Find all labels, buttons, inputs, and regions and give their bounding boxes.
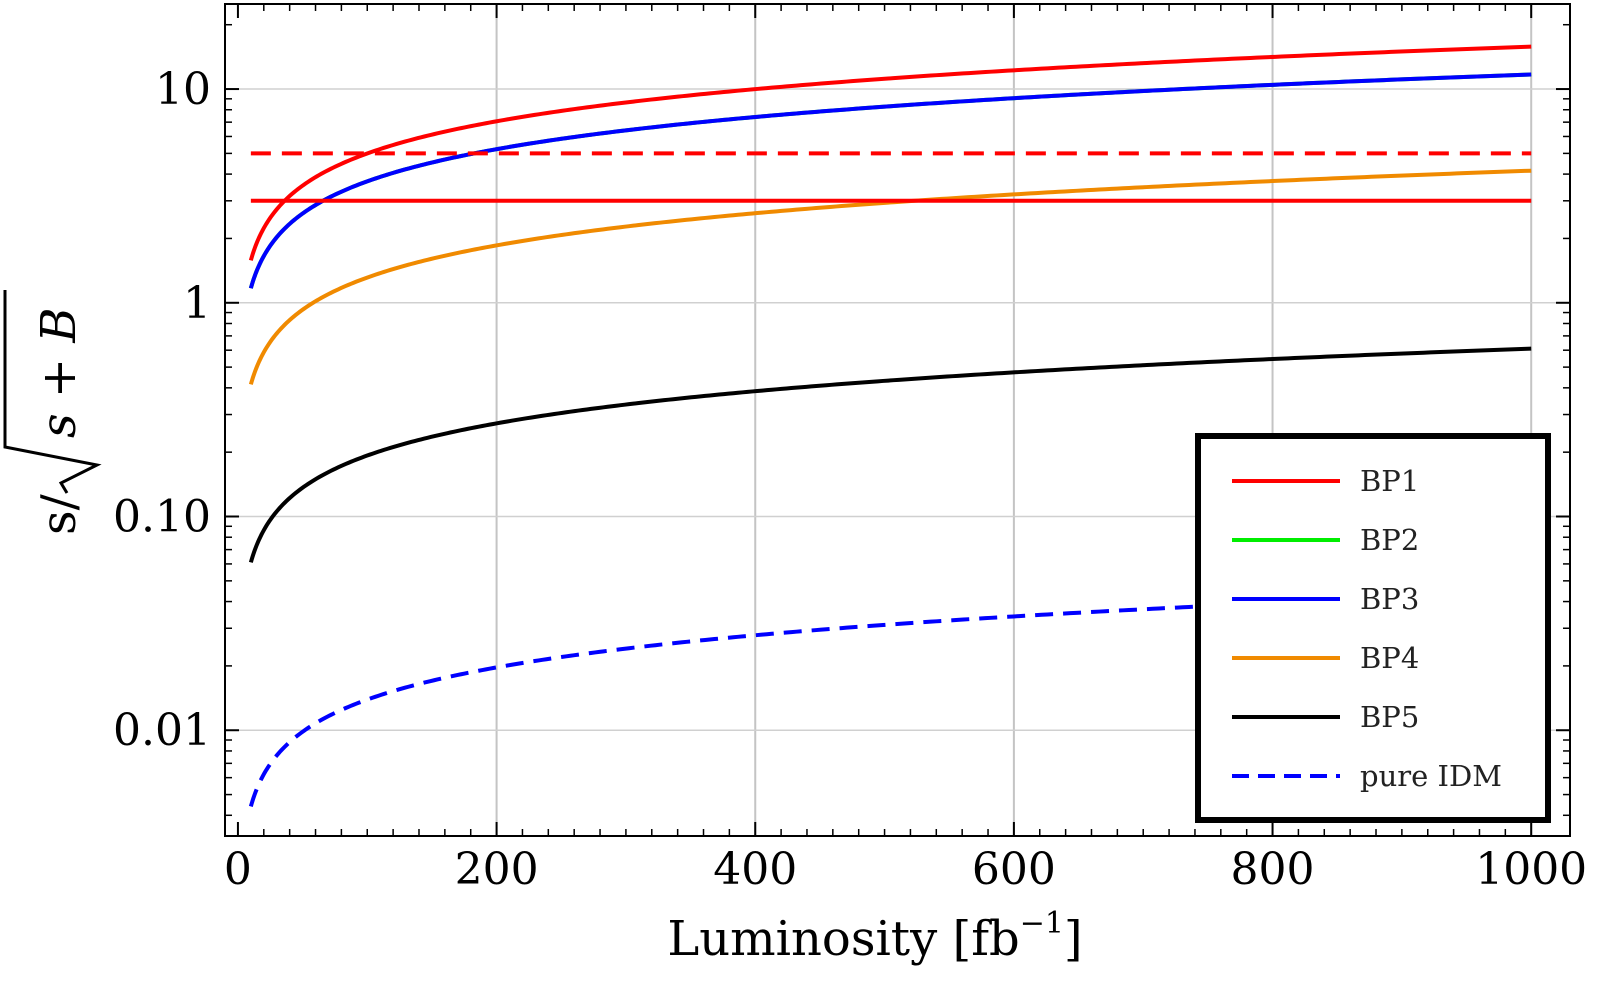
legend-label: pure IDM (1360, 759, 1502, 793)
x-tick-label: 1000 (1475, 844, 1587, 895)
series-line-bp1 (248, 44, 1532, 261)
plot-frame (224, 3, 1571, 837)
y-tick-label: 10 (155, 64, 211, 115)
x-tick-label: 600 (972, 844, 1056, 895)
radical-sign-icon (3, 290, 102, 494)
tick-layer (225, 4, 1570, 836)
legend-label: BP1 (1360, 464, 1419, 498)
series-line-bp5 (248, 346, 1532, 563)
series-line-bp4 (248, 168, 1532, 385)
x-tick-label: 200 (455, 844, 539, 895)
legend-items: BP1 BP2 BP3 BP4 BP5 pure IDM (1232, 464, 1502, 793)
x-tick-label: 800 (1231, 844, 1315, 895)
legend-label: BP2 (1360, 523, 1419, 557)
legend-box (1195, 433, 1551, 823)
y-axis-title-prefix: s/ (31, 493, 87, 535)
x-axis-title-close: ] (1064, 911, 1083, 967)
x-tick-label: 0 (224, 844, 252, 895)
x-axis-title-exponent: −1 (1020, 906, 1064, 941)
x-tick-label: 400 (713, 844, 797, 895)
y-axis-title-radicand: s + B (31, 307, 87, 438)
legend-label: BP4 (1360, 641, 1419, 675)
y-tick-label: 0.10 (113, 492, 211, 543)
x-axis-title-main: Luminosity [fb (667, 911, 1019, 967)
y-tick-label: 1 (183, 278, 211, 329)
legend-label: BP5 (1360, 700, 1419, 734)
grid-layer (225, 4, 1570, 836)
legend-label: BP3 (1360, 582, 1419, 616)
tick-label-layer: 0 200 400 600 800 1000 0.01 0.10 1 10 (113, 64, 1587, 895)
x-axis-title: Luminosity [fb−1] (667, 906, 1082, 967)
y-axis-title: s/ s + B (3, 290, 102, 535)
y-tick-label: 0.01 (113, 705, 211, 756)
legend: BP1 BP2 BP3 BP4 BP5 pure IDM (1195, 433, 1551, 823)
